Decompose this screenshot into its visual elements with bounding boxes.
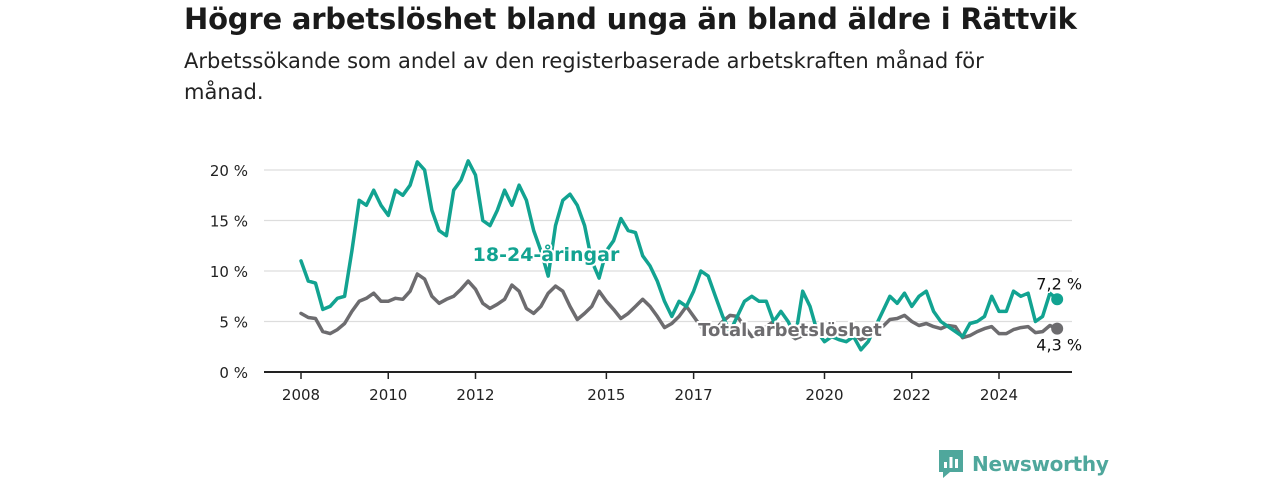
series-endpoint-youth <box>1051 293 1064 306</box>
series-end-value-label: 7,2 % <box>1036 274 1082 293</box>
x-tick-label: 2017 <box>675 386 713 404</box>
x-tick-label: 2015 <box>587 386 625 404</box>
newsworthy-logo-icon <box>939 450 963 478</box>
series-line-youth <box>299 159 1059 352</box>
brand-name: Newsworthy <box>972 452 1109 476</box>
x-tick-label: 2024 <box>980 386 1018 404</box>
series-lines <box>299 159 1064 352</box>
y-axis-ticks: 0 % 5 % 10 % 15 % 20 % <box>210 162 248 382</box>
x-tick-label: 2008 <box>282 386 320 404</box>
x-axis-ticks: 2008 2010 2012 2015 2017 2020 2022 2024 <box>282 372 1018 404</box>
y-tick-label: 20 % <box>210 162 248 180</box>
series-end-value-label: 4,3 % <box>1036 336 1082 355</box>
series-endpoint-total <box>1051 322 1064 335</box>
series-name-label: 18-24-åringar <box>473 242 620 266</box>
series-line-total <box>299 272 1059 342</box>
chart-subtitle: Arbetssökande som andel av den registerb… <box>184 49 984 104</box>
y-tick-label: 15 % <box>210 213 248 231</box>
y-tick-label: 10 % <box>210 263 248 281</box>
x-tick-label: 2022 <box>893 386 931 404</box>
grid-lines <box>264 169 1072 373</box>
series-labels: 18-24-åringar Total arbetslöshet 7,2 % 4,3 … <box>471 240 1084 356</box>
y-tick-label: 5 % <box>219 314 248 332</box>
chart-title: Högre arbetslöshet bland unga än bland ä… <box>184 2 1077 36</box>
x-tick-label: 2020 <box>805 386 843 404</box>
x-tick-label: 2010 <box>369 386 407 404</box>
x-tick-label: 2012 <box>456 386 494 404</box>
series-name-label: Total arbetslöshet <box>698 320 882 341</box>
newsworthy-logo: Newsworthy <box>938 449 1109 479</box>
y-tick-label: 0 % <box>219 364 248 382</box>
